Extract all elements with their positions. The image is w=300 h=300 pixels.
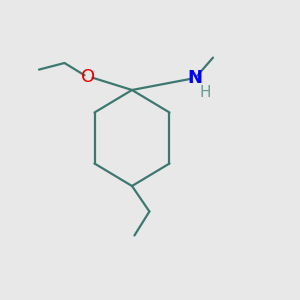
Text: O: O bbox=[81, 68, 96, 85]
Text: H: H bbox=[200, 85, 211, 100]
Text: N: N bbox=[188, 69, 202, 87]
